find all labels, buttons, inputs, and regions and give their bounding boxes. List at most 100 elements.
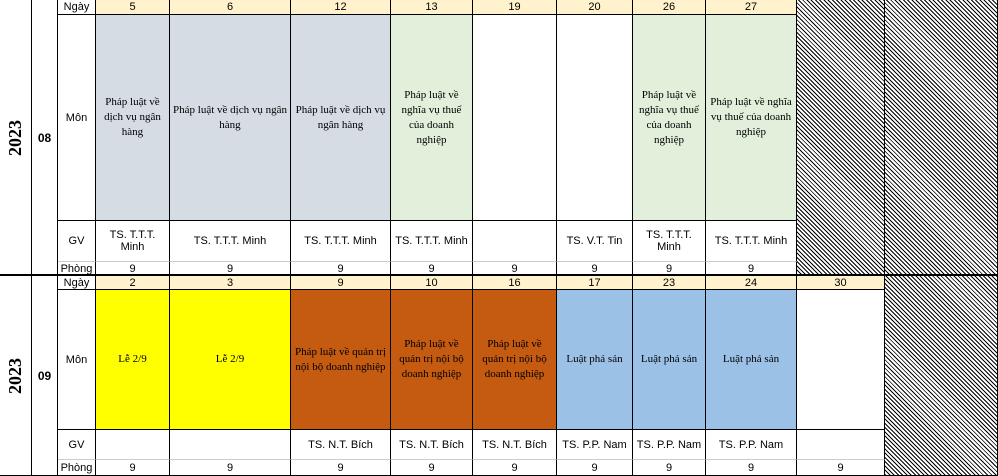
- subject-cell[interactable]: Pháp luật về quản trị nội bộ doanh nghiệ…: [391, 290, 473, 430]
- day-cell[interactable]: 17: [557, 276, 633, 290]
- day-cell[interactable]: 27: [706, 0, 797, 15]
- day-cell[interactable]: 2: [96, 276, 170, 290]
- teacher-cell[interactable]: [797, 430, 885, 460]
- teacher-cell[interactable]: TS. N.T. Bích: [391, 430, 473, 460]
- row-label-day[interactable]: Ngày: [58, 0, 96, 15]
- room-cell[interactable]: 9: [391, 460, 473, 476]
- room-cell[interactable]: 9: [557, 460, 633, 476]
- month-cell[interactable]: 08: [32, 0, 58, 276]
- day-cell[interactable]: 20: [557, 0, 633, 15]
- year-cell-text: 2023: [5, 119, 25, 156]
- day-cell[interactable]: 24: [706, 276, 797, 290]
- teacher-cell[interactable]: [170, 430, 291, 460]
- row-label-subject[interactable]: Môn: [58, 15, 96, 221]
- teacher-cell[interactable]: [473, 221, 557, 262]
- year-cell[interactable]: 2023: [0, 276, 32, 476]
- subject-cell[interactable]: Luật phá sản: [633, 290, 706, 430]
- day-cell-text: 20: [588, 1, 601, 13]
- day-cell[interactable]: 26: [633, 0, 706, 15]
- day-cell[interactable]: 30: [797, 276, 885, 290]
- teacher-cell[interactable]: TS. P.P. Nam: [557, 430, 633, 460]
- subject-cell[interactable]: Pháp luật về dịch vụ ngân hàng: [96, 15, 170, 221]
- day-cell[interactable]: 9: [291, 276, 391, 290]
- teacher-cell[interactable]: TS. T.T.T. Minh: [633, 221, 706, 262]
- subject-cell-text: Pháp luật về quản trị nội bộ doanh nghiệ…: [294, 345, 387, 373]
- room-cell-text: 9: [837, 461, 844, 474]
- row-label-room-text: Phòng: [60, 262, 93, 275]
- teacher-cell[interactable]: TS. T.T.T. Minh: [706, 221, 797, 262]
- subject-cell[interactable]: [557, 15, 633, 221]
- subject-cell[interactable]: Pháp luật về quản trị nội bộ doanh nghiệ…: [473, 290, 557, 430]
- day-cell-text: 17: [588, 276, 601, 289]
- room-cell-text: 9: [337, 262, 344, 275]
- room-cell[interactable]: 9: [291, 460, 391, 476]
- teacher-cell[interactable]: TS. P.P. Nam: [706, 430, 797, 460]
- teacher-cell[interactable]: TS. T.T.T. Minh: [96, 221, 170, 262]
- teacher-cell[interactable]: TS. V.T. Tin: [557, 221, 633, 262]
- day-cell[interactable]: 13: [391, 0, 473, 15]
- room-cell[interactable]: 9: [96, 460, 170, 476]
- subject-cell[interactable]: Pháp luật về dịch vụ ngân hàng: [170, 15, 291, 221]
- room-cell-text: 9: [226, 461, 234, 474]
- subject-cell-text: Pháp luật về dịch vụ ngân hàng: [295, 103, 386, 131]
- day-cell[interactable]: 23: [633, 276, 706, 290]
- day-cell[interactable]: 10: [391, 276, 473, 290]
- subject-cell[interactable]: [473, 15, 557, 221]
- room-cell[interactable]: 9: [633, 460, 706, 476]
- row-label-day[interactable]: Ngày: [58, 276, 96, 290]
- row-label-teacher[interactable]: GV: [58, 221, 96, 262]
- teacher-cell[interactable]: TS. N.T. Bích: [291, 430, 391, 460]
- day-cell[interactable]: 5: [96, 0, 170, 15]
- year-cell[interactable]: 2023: [0, 0, 32, 276]
- month-cell[interactable]: 09: [32, 276, 58, 476]
- room-cell[interactable]: 9: [170, 460, 291, 476]
- day-cell[interactable]: 12: [291, 0, 391, 15]
- room-cell-text: 9: [428, 461, 435, 474]
- teacher-cell[interactable]: [96, 430, 170, 460]
- day-cell[interactable]: 16: [473, 276, 557, 290]
- subject-cell[interactable]: [797, 290, 885, 430]
- day-cell[interactable]: 3: [170, 276, 291, 290]
- room-cell[interactable]: 9: [473, 460, 557, 476]
- teacher-cell-text: TS. N.T. Bích: [482, 438, 547, 451]
- row-label-subject[interactable]: Môn: [58, 290, 96, 430]
- subject-cell[interactable]: Luật phá sản: [706, 290, 797, 430]
- teacher-cell-text: TS. T.T.T. Minh: [646, 229, 692, 253]
- teacher-cell[interactable]: TS. T.T.T. Minh: [391, 221, 473, 262]
- hatched-cell[interactable]: [885, 276, 998, 476]
- day-cell-text: 24: [744, 276, 758, 289]
- teacher-cell[interactable]: TS. T.T.T. Minh: [170, 221, 291, 262]
- subject-cell[interactable]: Pháp luật về nghĩa vụ thuế của doanh ngh…: [633, 15, 706, 221]
- room-cell-text: 9: [747, 262, 755, 275]
- teacher-cell-text: TS. T.T.T. Minh: [193, 235, 267, 247]
- teacher-cell[interactable]: TS. N.T. Bích: [473, 430, 557, 460]
- row-label-room[interactable]: Phòng: [58, 460, 96, 476]
- subject-cell[interactable]: Pháp luật về dịch vụ ngân hàng: [291, 15, 391, 221]
- hatched-cell[interactable]: [885, 0, 998, 276]
- row-label-teacher[interactable]: GV: [58, 430, 96, 460]
- teacher-cell-text: TS. P.P. Nam: [636, 438, 702, 451]
- room-cell[interactable]: 9: [797, 460, 885, 476]
- teacher-cell[interactable]: TS. T.T.T. Minh: [291, 221, 391, 262]
- room-cell-text: 9: [129, 461, 136, 474]
- teacher-cell-text: TS. V.T. Tin: [566, 235, 623, 247]
- hatched-cell[interactable]: [797, 0, 885, 276]
- subject-cell[interactable]: Lễ 2/9: [96, 290, 170, 430]
- block-separator: [0, 274, 998, 276]
- teacher-cell[interactable]: TS. P.P. Nam: [633, 430, 706, 460]
- subject-cell[interactable]: Pháp luật về nghĩa vụ thuế của doanh ngh…: [391, 15, 473, 221]
- room-cell[interactable]: 9: [706, 460, 797, 476]
- subject-cell[interactable]: Pháp luật về nghĩa vụ thuế của doanh ngh…: [706, 15, 797, 221]
- subject-cell[interactable]: Luật phá sản: [557, 290, 633, 430]
- day-cell-text: 27: [744, 1, 758, 13]
- teacher-cell-text: TS. P.P. Nam: [562, 438, 627, 451]
- subject-cell-text: Pháp luật về dịch vụ ngân hàng: [173, 103, 287, 131]
- teacher-cell-text: TS. T.T.T. Minh: [109, 229, 156, 253]
- day-cell[interactable]: 19: [473, 0, 557, 15]
- day-cell[interactable]: 6: [170, 0, 291, 15]
- row-label-teacher-text: GV: [68, 438, 85, 451]
- subject-cell[interactable]: Lễ 2/9: [170, 290, 291, 430]
- day-cell-text: 13: [425, 1, 438, 13]
- room-cell-text: 9: [665, 262, 673, 275]
- subject-cell[interactable]: Pháp luật về quản trị nội bộ doanh nghiệ…: [291, 290, 391, 430]
